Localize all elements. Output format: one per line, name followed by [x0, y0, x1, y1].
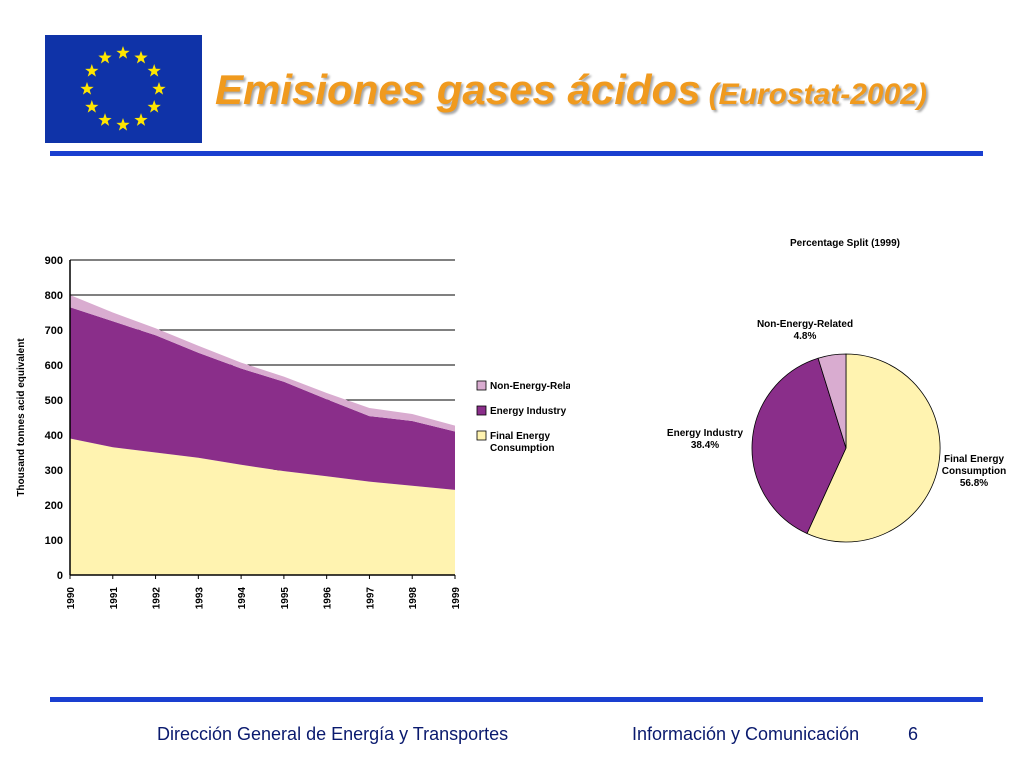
legend-label: Final Energy — [490, 431, 550, 442]
pie-slice-non-energy-related — [817, 353, 847, 449]
y-tick-label: 500 — [45, 395, 63, 407]
flag-star-icon — [98, 113, 112, 126]
flag-star-icon — [116, 118, 130, 131]
y-tick-label: 0 — [57, 570, 63, 582]
x-tick-label: 1995 — [280, 587, 291, 610]
y-tick-label: 400 — [45, 430, 63, 442]
flag-star-icon — [98, 50, 112, 64]
pie-slice-label: Final Energy — [944, 454, 1004, 465]
legend-swatch — [476, 430, 487, 441]
x-tick-label: 1996 — [323, 587, 334, 610]
flag-star-icon — [85, 64, 99, 77]
eu-stars-icon — [80, 46, 166, 131]
legend-label: Consumption — [490, 443, 554, 454]
flag-star-icon — [80, 82, 94, 95]
x-tick-label: 1998 — [408, 587, 419, 610]
eu-flag — [45, 35, 202, 143]
flag-star-icon — [134, 50, 148, 64]
x-tick-label: 1993 — [194, 587, 205, 610]
legend-label: Non-Energy-Related — [490, 381, 570, 392]
area-non-energy-related — [70, 295, 455, 432]
flag-star-icon — [152, 82, 166, 95]
y-tick-label: 100 — [45, 535, 63, 547]
pie-percent-label: 56.8% — [960, 478, 988, 489]
footer-department: Información y Comunicación — [632, 724, 860, 744]
top-rule — [50, 151, 983, 156]
y-tick-label: 200 — [45, 500, 63, 512]
footer-organization: Dirección General de Energía y Transport… — [157, 724, 509, 744]
legend-swatch — [476, 405, 487, 416]
flag-star-icon — [134, 113, 148, 126]
flag-star-icon — [147, 64, 161, 77]
x-tick-label: 1990 — [66, 587, 77, 610]
x-tick-label: 1997 — [365, 587, 376, 610]
flag-star-icon — [116, 46, 130, 59]
pie-slice-energy-industry — [751, 357, 847, 535]
x-tick-label: 1999 — [451, 587, 462, 610]
y-tick-label: 700 — [45, 325, 63, 337]
y-tick-label: 600 — [45, 360, 63, 372]
y-tick-label: 800 — [45, 290, 63, 302]
flag-star-icon — [147, 100, 161, 113]
pie-slice-label: Consumption — [942, 466, 1006, 477]
y-axis-label: Thousand tonnes acid equivalent — [16, 338, 27, 497]
x-tick-label: 1994 — [237, 587, 248, 610]
bottom-rule — [50, 697, 983, 702]
legend-label: Energy Industry — [490, 406, 567, 417]
title-subtitle: (Eurostat-2002) — [708, 78, 927, 111]
flag-star-icon — [85, 100, 99, 113]
pie-percent-label: 38.4% — [691, 440, 719, 451]
legend-swatch — [476, 380, 487, 391]
pie-slice-label: Energy Industry — [667, 428, 744, 439]
slide-title: Emisiones gases ácidos (Eurostat-2002) — [215, 66, 927, 114]
pie-title: Percentage Split (1999) — [790, 238, 900, 249]
pie-percent-label: 4.8% — [794, 331, 817, 342]
y-tick-label: 300 — [45, 465, 63, 477]
page-number: 6 — [908, 724, 919, 744]
pie-chart: Percentage Split (1999) Final EnergyConsu… — [667, 238, 1006, 543]
stacked-area-chart: 0 100 200 300 400 500 600 700 800 900 1990 1991 1992… — [16, 255, 570, 610]
pie-slice-final-energy-consumption — [806, 353, 941, 543]
title-main: Emisiones gases ácidos — [215, 66, 701, 113]
pie-slice-label: Non-Energy-Related — [757, 319, 853, 330]
x-tick-label: 1992 — [152, 587, 163, 610]
area-energy-industry — [70, 307, 455, 490]
x-tick-label: 1991 — [109, 587, 120, 610]
area-final-energy-consumption — [70, 438, 455, 575]
y-tick-label: 900 — [45, 255, 63, 267]
